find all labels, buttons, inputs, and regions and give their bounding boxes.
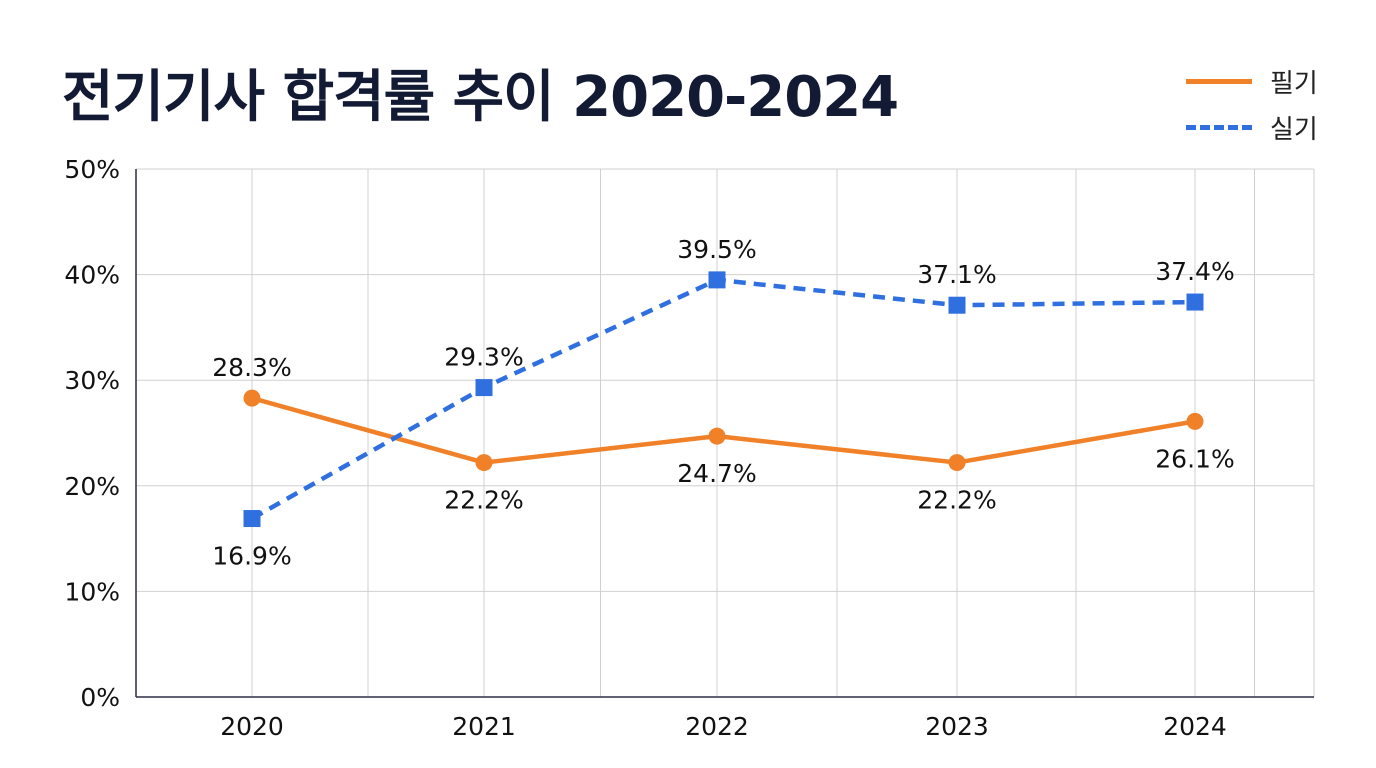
legend-label-written: 필기 [1270, 68, 1318, 99]
x-tick-label: 2024 [1163, 712, 1227, 741]
data-point-practical [475, 379, 493, 397]
data-point-practical [1186, 293, 1204, 311]
x-tick-label: 2021 [452, 712, 516, 741]
y-tick-label: 20% [64, 472, 120, 501]
data-point-written [948, 454, 966, 472]
data-label-practical: 39.5% [677, 235, 756, 264]
data-point-written [243, 389, 261, 407]
y-tick-label: 0% [80, 683, 120, 712]
data-point-practical [243, 510, 261, 528]
data-point-practical [708, 271, 726, 289]
legend-label-practical: 실기 [1270, 114, 1318, 145]
data-label-practical: 29.3% [444, 343, 523, 372]
x-tick-label: 2020 [220, 712, 284, 741]
x-tick-label: 2023 [925, 712, 989, 741]
data-point-written [1186, 412, 1204, 430]
data-label-written: 22.2% [917, 486, 996, 515]
legend-line-practical [1186, 124, 1252, 130]
data-label-practical: 37.4% [1155, 257, 1234, 286]
data-label-written: 28.3% [212, 353, 291, 382]
data-point-written [475, 454, 493, 472]
y-tick-label: 40% [64, 261, 120, 290]
y-tick-label: 50% [64, 155, 120, 184]
x-tick-label: 2022 [685, 712, 749, 741]
y-tick-label: 30% [64, 366, 120, 395]
data-label-practical: 16.9% [212, 542, 291, 571]
legend-item-practical: 실기 [1186, 104, 1318, 150]
data-point-practical [948, 296, 966, 314]
legend: 필기 실기 [1186, 58, 1318, 150]
series-line-written [251, 395, 1196, 465]
chart-title: 전기기사 합격률 추이 2020-2024 [62, 65, 899, 130]
data-point-written [708, 427, 726, 445]
data-label-written: 26.1% [1155, 444, 1234, 473]
data-label-written: 24.7% [677, 459, 756, 488]
y-tick-label: 10% [64, 577, 120, 606]
data-label-practical: 37.1% [917, 260, 996, 289]
legend-line-written [1186, 78, 1252, 84]
legend-item-written: 필기 [1186, 58, 1318, 104]
data-label-written: 22.2% [444, 486, 523, 515]
